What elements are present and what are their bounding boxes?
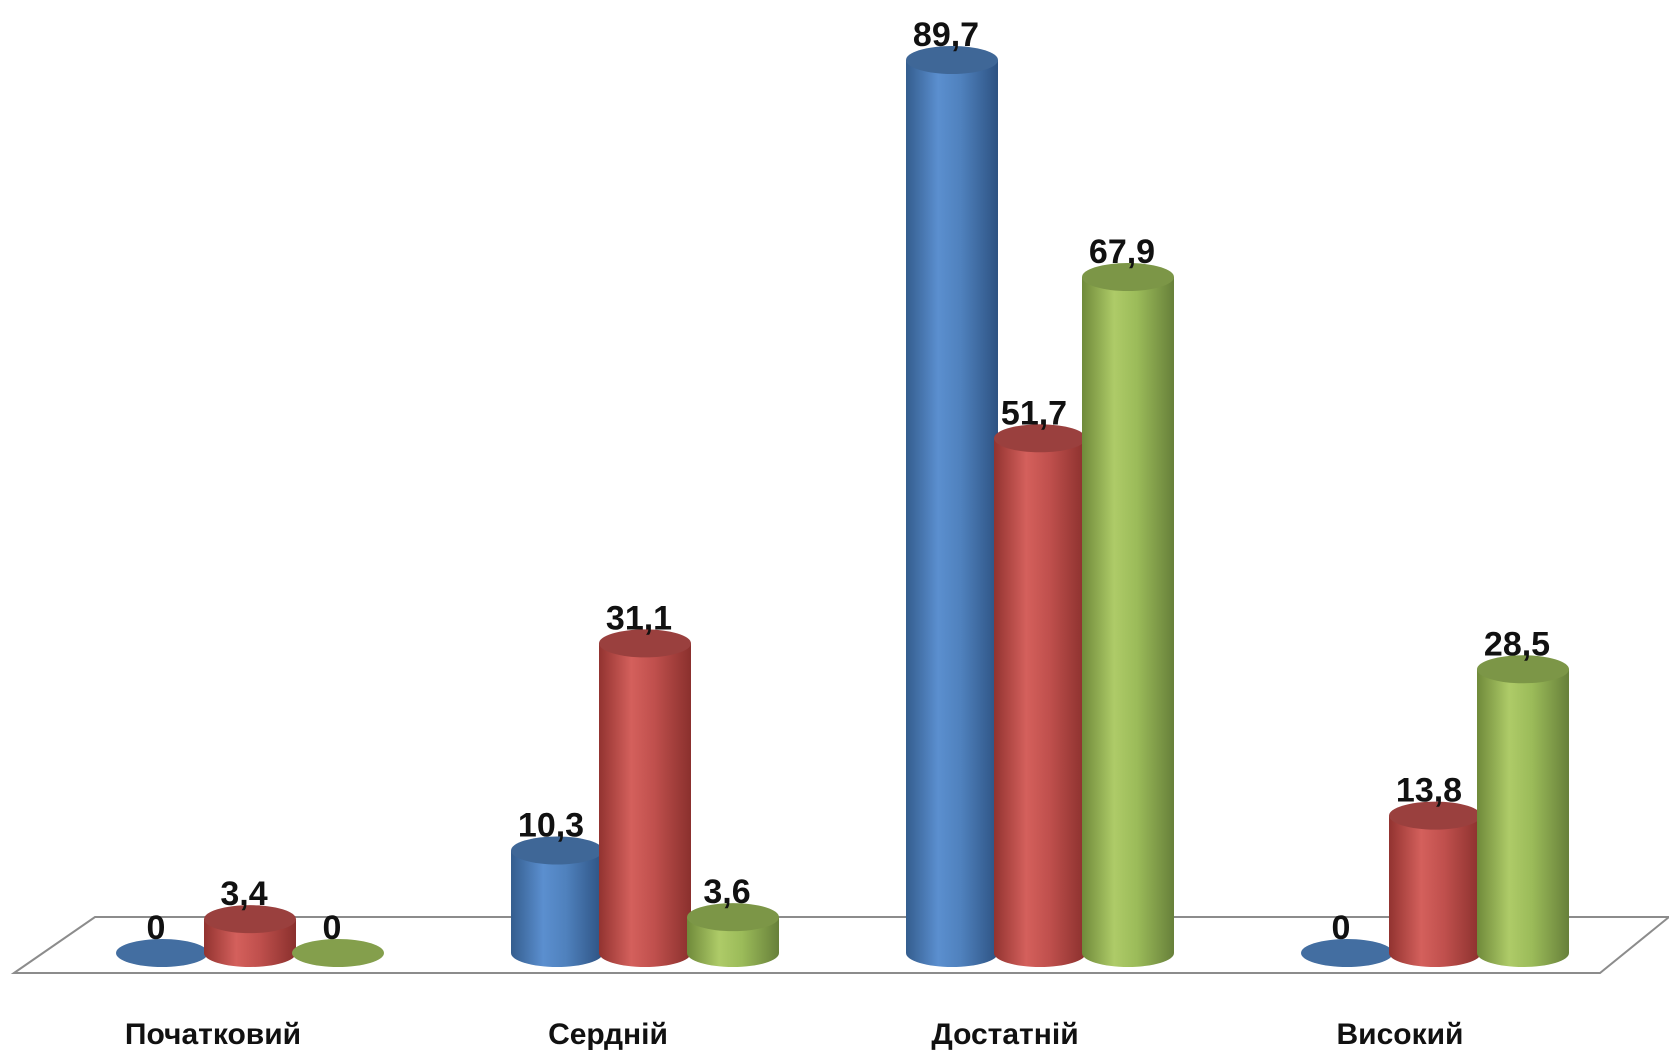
bar-cylinder bbox=[1389, 801, 1481, 967]
bar-cylinder bbox=[1082, 263, 1174, 968]
data-label: 3,6 bbox=[703, 873, 750, 911]
category-label: Високий bbox=[1336, 1018, 1463, 1051]
bar-cylinder bbox=[1301, 939, 1393, 967]
bar-body bbox=[1477, 669, 1569, 967]
bar-body bbox=[906, 60, 998, 967]
chart-floor bbox=[10, 916, 1669, 974]
bar-top bbox=[204, 905, 296, 934]
bar-top bbox=[1389, 801, 1481, 830]
data-label: 51,7 bbox=[1001, 394, 1067, 432]
bar-cylinder bbox=[994, 424, 1086, 968]
bar-cylinder bbox=[511, 836, 603, 967]
bars-group bbox=[116, 46, 1569, 968]
bar-top bbox=[994, 424, 1086, 453]
data-label: 0 bbox=[323, 909, 342, 947]
bar-body bbox=[994, 438, 1086, 968]
bar-body bbox=[599, 643, 691, 967]
bar-top bbox=[1082, 263, 1174, 292]
data-label: 31,1 bbox=[606, 599, 672, 637]
bar-top bbox=[906, 46, 998, 74]
data-label: 89,7 bbox=[913, 16, 979, 54]
category-label: Початковий bbox=[125, 1018, 301, 1051]
bar-cylinder bbox=[1477, 655, 1569, 967]
data-label: 10,3 bbox=[518, 806, 584, 844]
category-label: Достатній bbox=[931, 1018, 1078, 1051]
bar-body bbox=[1389, 815, 1481, 967]
category-label: Сердній bbox=[548, 1018, 668, 1051]
value-labels-group: 0 10,3 89,7 0 3,4 31,1 51,7 13,8 0 3,6 67,9 28,5 bbox=[147, 16, 1551, 947]
bar-top bbox=[687, 903, 779, 932]
bar-cylinder bbox=[906, 46, 998, 967]
bar-top bbox=[1301, 939, 1393, 967]
data-label: 0 bbox=[147, 909, 166, 947]
bar-top bbox=[292, 939, 384, 967]
data-label: 0 bbox=[1332, 909, 1351, 947]
bar-top bbox=[1477, 655, 1569, 684]
bar-body bbox=[511, 850, 603, 967]
bar-cylinder bbox=[116, 939, 208, 967]
bar-cylinder bbox=[292, 939, 384, 967]
data-label: 13,8 bbox=[1396, 772, 1462, 810]
bar-body bbox=[687, 917, 779, 967]
data-label: 28,5 bbox=[1484, 625, 1550, 663]
bar-cylinder bbox=[687, 903, 779, 967]
bar-top bbox=[511, 836, 603, 865]
bar-top bbox=[599, 629, 691, 658]
bar-top bbox=[116, 939, 208, 967]
data-label: 3,4 bbox=[220, 875, 267, 913]
bar-body bbox=[1082, 277, 1174, 968]
bar-cylinder bbox=[204, 905, 296, 967]
data-label: 67,9 bbox=[1089, 233, 1155, 271]
bar-cylinder bbox=[599, 629, 691, 967]
category-labels: Початковий Сердній Достатній Високий bbox=[125, 1018, 1464, 1051]
